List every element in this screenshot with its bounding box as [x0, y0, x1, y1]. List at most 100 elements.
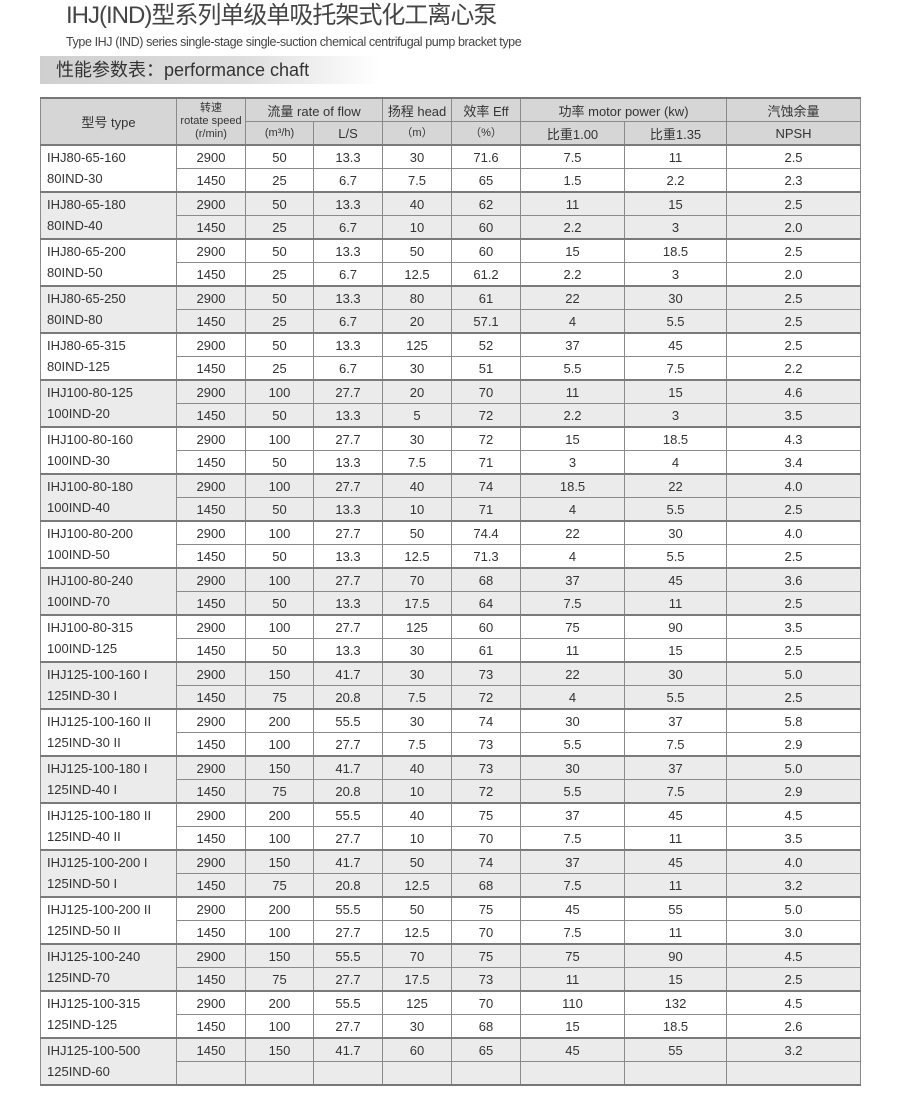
power-100-cell: 11: [520, 967, 626, 992]
power-100-cell: 15: [520, 238, 626, 263]
eff-cell: 70: [451, 990, 522, 1015]
eff-cell: 62: [451, 191, 522, 216]
npsh-cell: 3.6: [726, 567, 862, 592]
head-cell: 7.5: [382, 732, 453, 757]
power-100-cell: 45: [520, 1037, 626, 1062]
speed-cell: 1450: [176, 497, 246, 522]
model-name: IHJ125-100-180 II: [47, 808, 152, 823]
section-title: 性能参数表：performance chaft: [56, 60, 310, 80]
power-135-cell: 55: [624, 896, 728, 921]
flow-m3h-cell: 75: [245, 967, 314, 992]
eff-cell: 64: [451, 591, 522, 616]
eff-cell: [451, 1061, 522, 1086]
power-135-cell: 55: [624, 1037, 728, 1062]
power-100-cell: 18.5: [520, 473, 626, 498]
head-cell: 60: [382, 1037, 453, 1062]
speed-cell: 1450: [176, 168, 246, 193]
power-100-cell: 30: [520, 708, 626, 733]
power-135-cell: 15: [624, 191, 728, 216]
flow-ls-cell: 13.3: [312, 191, 384, 216]
power-100-cell: 37: [520, 332, 626, 357]
flow-m3h-cell: 75: [245, 779, 314, 804]
power-135-cell: 3: [624, 403, 728, 428]
speed-cell: 1450: [176, 262, 246, 287]
flow-m3h-cell: 50: [245, 544, 314, 569]
head-cell: 50: [382, 520, 453, 545]
npsh-cell: 4.5: [726, 943, 862, 968]
speed-cell: 1450: [176, 544, 246, 569]
power-100-cell: 22: [520, 661, 626, 686]
head-cell: 20: [382, 379, 453, 404]
model-name: IHJ125-100-200 II: [47, 902, 152, 917]
speed-cell: 1450: [176, 826, 246, 851]
power-135-cell: 11: [624, 144, 728, 169]
flow-ls-cell: 13.3: [312, 403, 384, 428]
model-alt-name: 80IND-80: [47, 312, 103, 327]
flow-ls-cell: 13.3: [312, 544, 384, 569]
eff-cell: 61: [451, 285, 522, 310]
power-135-cell: 45: [624, 567, 728, 592]
npsh-cell: 2.5: [726, 638, 862, 663]
speed-cell: 2900: [176, 896, 246, 921]
npsh-cell: 4.5: [726, 802, 862, 827]
head-cell: 20: [382, 309, 453, 334]
head-cell: 7.5: [382, 685, 453, 710]
flow-ls-cell: 41.7: [312, 849, 384, 874]
flow-ls-cell: 27.7: [312, 967, 384, 992]
power-100-cell: 2.2: [520, 215, 626, 240]
model-cell: IHJ100-80-125 100IND-20: [40, 379, 177, 428]
flow-ls-cell: 20.8: [312, 779, 384, 804]
eff-cell: 74.4: [451, 520, 522, 545]
head-cell: 70: [382, 943, 453, 968]
model-alt-name: 100IND-30: [47, 453, 110, 468]
model-cell: IHJ80-65-250 80IND-80: [40, 285, 177, 334]
speed-cell: 2900: [176, 332, 246, 357]
table-row: 1450 50 13.3 12.5 71.3 4 5.5 2.5: [41, 544, 862, 569]
model-name: IHJ100-80-180: [47, 479, 133, 494]
table-row: IHJ80-65-250 80IND-80 2900 50 13.3 80 61 22 30 2.…: [40, 285, 862, 334]
power-100-cell: 4: [520, 685, 626, 710]
eff-cell: 61.2: [451, 262, 522, 287]
speed-cell: 2900: [176, 661, 246, 686]
model-alt-name: 100IND-125: [47, 641, 118, 656]
npsh-cell: 2.0: [726, 215, 862, 240]
npsh-cell: 4.5: [726, 990, 862, 1015]
head-cell: 30: [382, 708, 453, 733]
head-cell: 50: [382, 849, 453, 874]
flow-ls-cell: 55.5: [312, 990, 384, 1015]
header-flow-ls: L/S: [312, 121, 384, 146]
power-100-cell: 11: [520, 638, 626, 663]
eff-cell: 71.3: [451, 544, 522, 569]
model-name: IHJ80-65-315: [47, 338, 126, 353]
page-title: IHJ(IND)型系列单级单吸托架式化工离心泵: [66, 2, 497, 29]
model-cell: IHJ125-100-160 I 125IND-30 I: [40, 661, 177, 710]
npsh-cell: 3.4: [726, 450, 862, 475]
power-135-cell: 11: [624, 826, 728, 851]
model-name: IHJ80-65-180: [47, 197, 126, 212]
head-cell: 40: [382, 755, 453, 780]
flow-m3h-cell: 50: [245, 144, 314, 169]
flow-m3h-cell: [245, 1061, 314, 1086]
flow-ls-cell: 6.7: [312, 168, 384, 193]
npsh-cell: 2.6: [726, 1014, 862, 1039]
power-135-cell: 18.5: [624, 1014, 728, 1039]
flow-m3h-cell: 100: [245, 520, 314, 545]
power-100-cell: 7.5: [520, 144, 626, 169]
speed-cell: 2900: [176, 285, 246, 310]
eff-cell: 68: [451, 873, 522, 898]
table-row: 1450 25 6.7 20 57.1 4 5.5 2.5: [41, 309, 862, 334]
model-cell: IHJ125-100-160 II 125IND-30 II: [40, 708, 177, 757]
power-135-cell: 18.5: [624, 238, 728, 263]
flow-ls-cell: 55.5: [312, 943, 384, 968]
speed-cell: 2900: [176, 191, 246, 216]
eff-cell: 65: [451, 168, 522, 193]
head-cell: 125: [382, 332, 453, 357]
npsh-cell: 4.0: [726, 520, 862, 545]
power-135-cell: 45: [624, 849, 728, 874]
flow-m3h-cell: 100: [245, 614, 314, 639]
power-135-cell: 7.5: [624, 356, 728, 381]
table-row: IHJ125-100-240 125IND-70 2900 150 55.5 70 75 75…: [40, 943, 862, 992]
table-row: 1450 25 6.7 10 60 2.2 3 2.0: [41, 215, 862, 240]
npsh-cell: 2.5: [726, 591, 862, 616]
table-row: 1450 100 27.7 12.5 70 7.5 11 3.0: [41, 920, 862, 945]
